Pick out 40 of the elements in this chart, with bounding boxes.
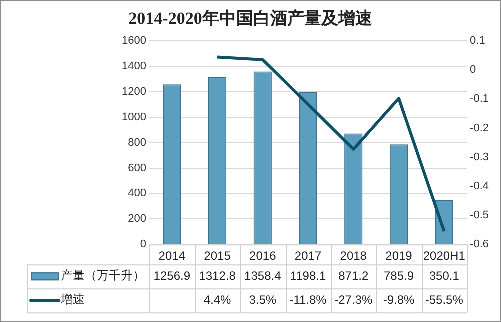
data-label: 1358.4 (244, 268, 282, 283)
x-tick-label: 2015 (204, 249, 232, 264)
y-tick-label: 800 (128, 136, 146, 149)
y2-tick-label: -0.4 (470, 180, 490, 192)
legend-label: 增速 (60, 292, 85, 307)
y-tick-label: 600 (128, 162, 146, 174)
data-label: 1256.9 (154, 268, 191, 283)
x-tick-label: 2019 (386, 249, 413, 264)
y2-tick-label: 0 (470, 64, 476, 76)
data-label: -27.3% (334, 292, 373, 307)
y-tick-label: 0 (140, 238, 146, 251)
data-label: 871.2 (338, 268, 369, 283)
y-tick-label: 1200 (122, 86, 146, 98)
chart-title: 2014-2020年中国白酒产量及增速 (128, 8, 374, 30)
y2-tick-label: -0.6 (470, 238, 490, 251)
y2-tick-label: -0.5 (470, 210, 490, 222)
y-tick-label: 400 (128, 188, 146, 200)
data-label: 3.5% (249, 292, 277, 307)
y2-tick-label: -0.1 (470, 93, 490, 106)
data-label: 1312.8 (199, 268, 236, 283)
data-label: 1198.1 (290, 268, 326, 283)
y2-tick-label: -0.2 (470, 122, 490, 134)
data-label: -9.8% (383, 292, 415, 307)
x-tick-label: 2020H1 (423, 249, 466, 264)
y2-tick-label: 0.1 (470, 35, 486, 48)
x-tick-label: 2014 (158, 249, 186, 264)
data-label: 785.9 (384, 268, 414, 283)
y-tick-label: 200 (128, 213, 146, 226)
data-label: 350.1 (429, 268, 460, 283)
legend-label: 产量（万千升） (61, 268, 145, 283)
x-tick-label: 2016 (250, 249, 277, 264)
y-tick-label: 1600 (122, 35, 146, 48)
x-tick-label: 2017 (294, 249, 322, 264)
data-label: 4.4% (204, 292, 232, 307)
data-label: -11.8% (290, 292, 328, 307)
y-tick-label: 1400 (122, 60, 146, 72)
y2-tick-label: -0.3 (470, 151, 490, 164)
data-label: -55.5% (425, 292, 464, 307)
y-tick-label: 1000 (122, 111, 146, 124)
x-tick-label: 2018 (340, 249, 368, 264)
